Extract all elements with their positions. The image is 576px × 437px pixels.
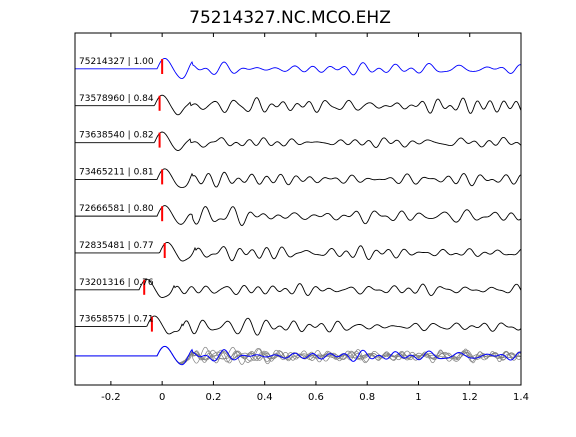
trace-line-3 (75, 131, 522, 151)
x-tick-label: 0.8 (359, 392, 375, 403)
trace-line-4 (75, 168, 522, 188)
x-tick-label: 1 (415, 392, 421, 403)
trace-line-2 (75, 94, 522, 116)
stack-trace-master (75, 345, 522, 366)
chart-title: 75214327.NC.MCO.EHZ (189, 8, 391, 28)
trace-labels: 75214327 | 1.00 73578960 | 0.84 73638540 |… (79, 57, 154, 325)
x-tick-label: 0.4 (257, 392, 273, 403)
trace-label-2: 73578960 | 0.84 (79, 94, 154, 104)
x-axis-ticks: -0.2 0 0.2 0.4 0.6 0.8 1 1.2 1.4 (101, 33, 529, 403)
trace-line-6 (75, 241, 522, 262)
trace-label-3: 73638540 | 0.82 (79, 131, 154, 141)
trace-label-5: 72666581 | 0.80 (79, 204, 154, 214)
trace-label-6: 72835481 | 0.77 (79, 241, 154, 251)
x-tick-label: 0.6 (308, 392, 324, 403)
trace-label-1: 75214327 | 1.00 (79, 57, 154, 67)
axes-frame (74, 32, 522, 386)
trace-line-1 (75, 57, 522, 80)
trace-label-4: 73465211 | 0.81 (79, 167, 154, 177)
stack-layer (75, 345, 522, 366)
x-tick-label: 0.2 (205, 392, 221, 403)
traces-layer (75, 57, 522, 336)
trace-line-8 (75, 315, 522, 336)
trace-label-8: 73658575 | 0.71 (79, 315, 154, 325)
x-tick-label: 1.4 (513, 392, 529, 403)
picks-layer (143, 59, 166, 332)
x-tick-label: -0.2 (101, 392, 121, 403)
trace-line-5 (75, 205, 522, 227)
x-tick-label: 1.2 (462, 392, 478, 403)
trace-line-7 (75, 278, 522, 298)
trace-label-7: 73201316 | 0.76 (79, 278, 154, 288)
x-tick-label: 0 (159, 392, 165, 403)
